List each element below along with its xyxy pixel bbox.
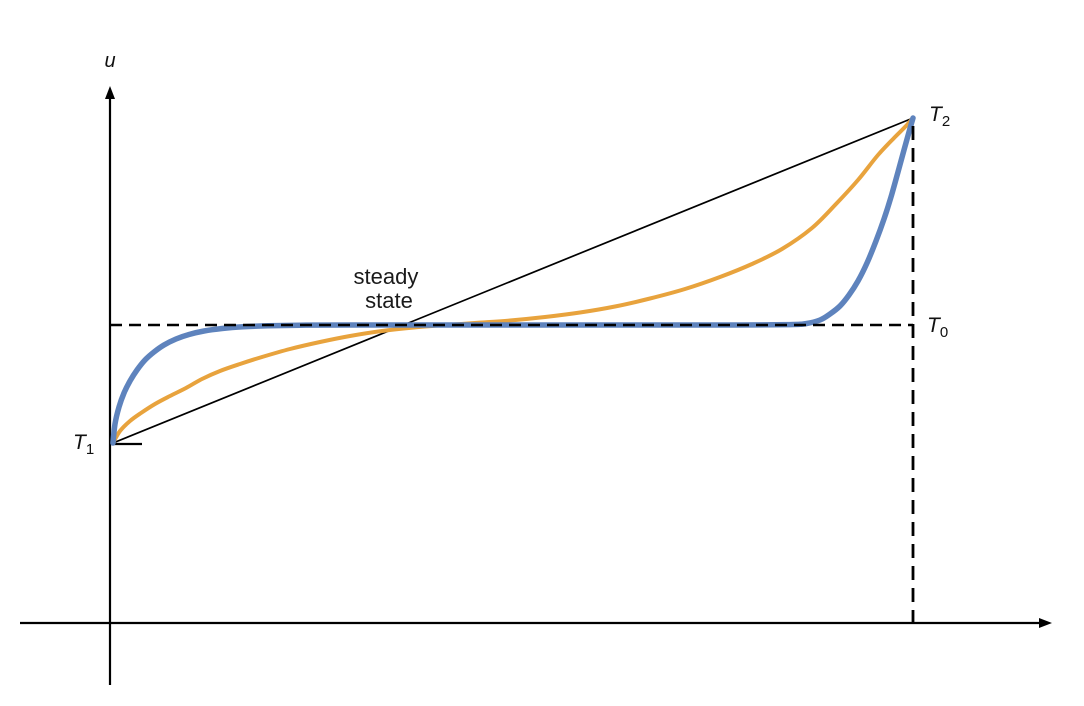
steady-state-line1: steady: [354, 264, 419, 289]
t1-label: T1: [73, 431, 94, 458]
t2-label: T2: [929, 103, 950, 130]
t0-label: T0: [927, 314, 948, 341]
steady-state-annotation: steady state: [354, 264, 425, 313]
steady-state-line2: state: [365, 288, 413, 313]
series-late-curve: [110, 115, 916, 446]
y-axis-label: u: [104, 50, 115, 72]
series-steady-line: [112, 117, 914, 444]
